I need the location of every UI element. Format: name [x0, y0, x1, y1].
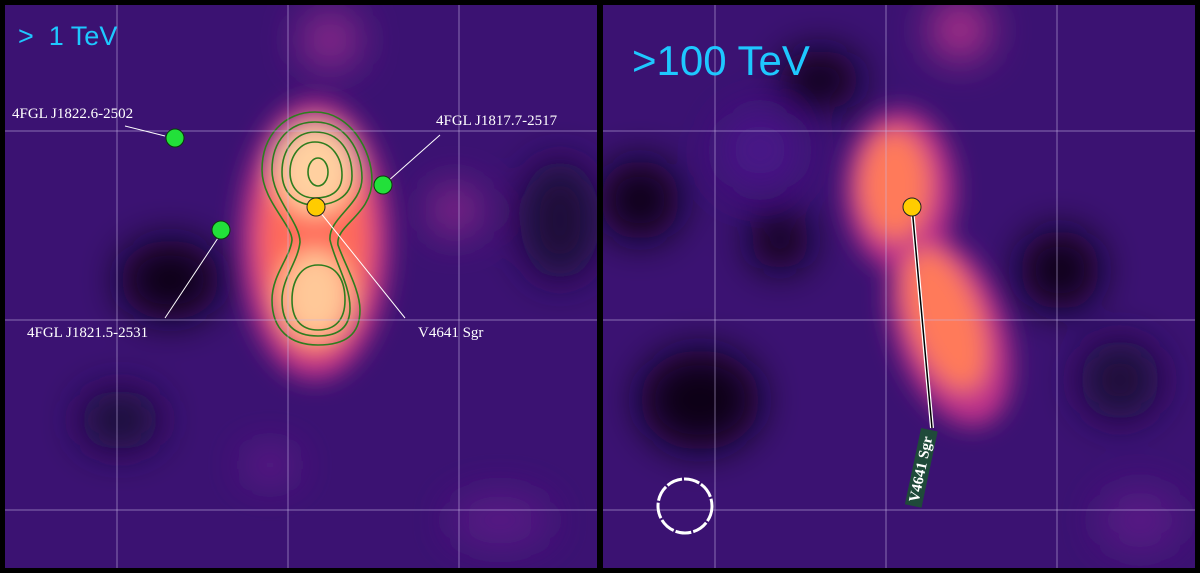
background-emission	[80, 10, 597, 545]
leader-line	[911, 206, 933, 429]
fermi-source-marker	[165, 128, 185, 148]
source-label: 4FGL J1822.6-2502	[12, 106, 133, 122]
grid-lines	[603, 5, 1195, 568]
panel-title: > 1 TeV	[18, 21, 117, 51]
background-emission	[603, 5, 1180, 550]
v4641-sgr-marker	[306, 197, 326, 217]
fermi-source-marker	[373, 175, 393, 195]
panel-title: >100 TeV	[632, 37, 810, 84]
right-map-panel: V4641 Sgr >100 TeV	[603, 5, 1195, 568]
leader-lines	[124, 125, 441, 319]
source-label: 4FGL J1821.5-2531	[27, 325, 148, 341]
source-label: V4641 Sgr	[418, 325, 483, 341]
fermi-source-marker	[211, 220, 231, 240]
source-label: 4FGL J1817.7-2517	[436, 113, 558, 129]
v4641-sgr-marker	[902, 197, 922, 217]
left-map-panel: > 1 TeV 4FGL J1822.6-2502 4FGL J1817.7-2…	[5, 5, 597, 568]
grid-lines	[5, 5, 597, 568]
psf-circle-icon	[656, 477, 714, 535]
